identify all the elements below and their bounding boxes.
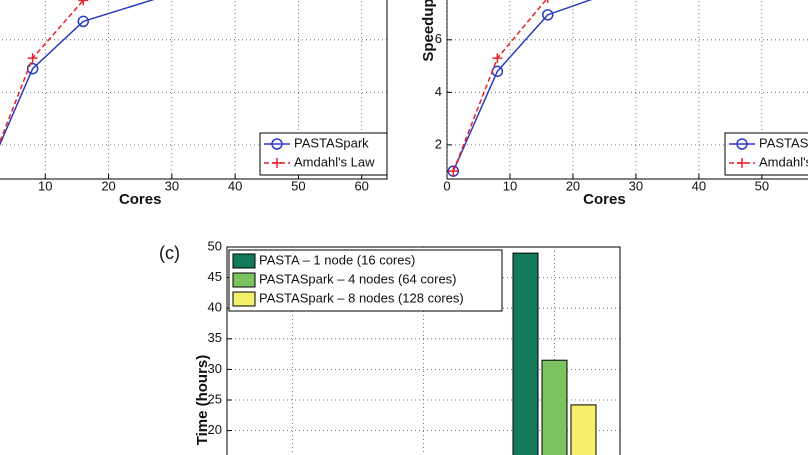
legend-label: Amdahl's Law — [759, 154, 808, 169]
y-tick-label: 4 — [435, 84, 442, 99]
bar — [541, 359, 568, 455]
legend-swatch — [232, 272, 256, 288]
legend-label: PASTA – 1 node (16 cores) — [259, 252, 415, 267]
x-tick-label: 20 — [101, 178, 115, 193]
legend-swatch — [232, 253, 256, 269]
y-tick-label: 45 — [208, 269, 222, 284]
bar — [570, 404, 597, 455]
legend-marker — [737, 158, 747, 168]
series-line — [0, 0, 86, 144]
series-line — [452, 0, 547, 172]
y-axis-label: Speedup — [420, 0, 437, 62]
x-tick-label: 30 — [629, 178, 643, 193]
y-tick-label: 2 — [435, 136, 442, 151]
y-axis-label: Time (hours) — [194, 355, 211, 446]
x-tick-label: 0 — [443, 178, 450, 193]
y-tick-label: 20 — [208, 422, 222, 437]
bar — [512, 252, 539, 455]
series-line — [452, 0, 593, 172]
x-tick-label: 60 — [354, 178, 368, 193]
x-tick-label: 50 — [755, 178, 769, 193]
x-tick-label: 30 — [165, 178, 179, 193]
y-tick-label: 40 — [208, 300, 222, 315]
legend-label: PASTASpark — [294, 135, 369, 150]
panel-label: (c) — [159, 243, 180, 263]
legend-box — [259, 132, 388, 176]
legend-label: PASTASpark – 4 nodes (64 cores) — [259, 271, 457, 286]
legend-marker — [736, 138, 748, 150]
legend-marker — [271, 138, 283, 150]
x-tick-label: 40 — [228, 178, 242, 193]
x-tick-label: 40 — [692, 178, 706, 193]
legend-box — [228, 249, 503, 312]
legend-swatch — [232, 291, 256, 307]
data-point — [27, 53, 38, 64]
legend-label: Amdahl's Law — [294, 154, 375, 169]
x-tick-label: 20 — [566, 178, 580, 193]
data-point — [78, 0, 89, 6]
x-axis-label: Cores — [119, 191, 162, 208]
data-point — [448, 166, 459, 177]
data-point — [542, 9, 554, 21]
data-point — [26, 62, 39, 75]
plot-frame — [446, 0, 808, 180]
series-line — [0, 0, 155, 147]
data-point — [547, 0, 549, 3]
x-tick-label: 10 — [503, 178, 517, 193]
y-tick-label: 30 — [208, 361, 222, 376]
legend-marker — [272, 158, 282, 168]
y-tick-label: 6 — [435, 31, 442, 46]
data-point — [492, 53, 503, 64]
plot-frame — [0, 0, 388, 180]
y-tick-label: 15 — [208, 453, 222, 455]
legend-label: PASTASpark – 8 nodes (128 cores) — [259, 290, 464, 305]
x-axis-label: Cores — [583, 191, 626, 208]
y-tick-label: 35 — [208, 330, 222, 345]
x-tick-label: 10 — [38, 178, 52, 193]
x-tick-label: 50 — [291, 178, 305, 193]
y-tick-label: 25 — [208, 391, 222, 406]
y-tick-label: 50 — [208, 238, 222, 253]
legend-label: PASTASpark — [759, 135, 808, 150]
data-point — [77, 15, 89, 28]
